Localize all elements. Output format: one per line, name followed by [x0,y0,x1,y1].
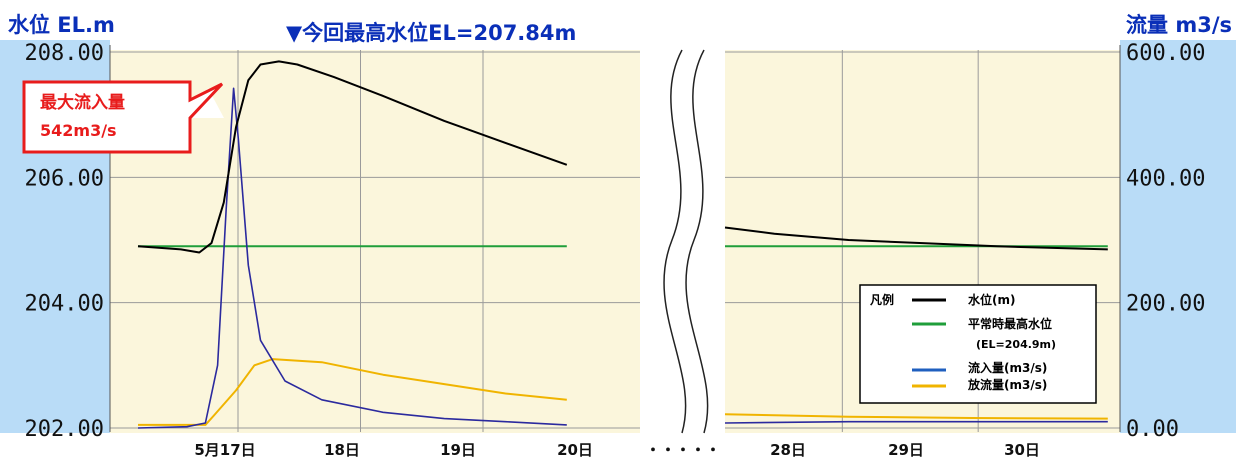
series-water-level-panel2 [724,226,1108,251]
x-tick-label: 18日 [324,441,360,459]
right-tick-label: 600.00 [1126,41,1205,66]
x-tick-label: 28日 [770,441,806,459]
legend-item-inflow: 流入量(m3/s) [968,360,1047,375]
x-tick-label: 5月17日 [194,441,255,459]
legend: 凡例 水位(m) 平常時最高水位 (EL=204.9m) 流入量(m3/s) 放… [859,284,1097,404]
x-tick-label: 30日 [1004,441,1040,459]
left-tick-label: 204.00 [25,292,104,317]
legend-item-water-level: 水位(m) [968,292,1015,307]
x-tick-label: 29日 [888,441,924,459]
axis-break-label: ・・・・・ [645,441,720,459]
series-water-level-panel1 [137,60,568,254]
left-tick-label: 206.00 [25,166,104,191]
legend-item-normal-high-sub: (EL=204.9m) [976,338,1056,351]
right-axis-title: 流量 m3/s [1126,13,1232,37]
legend-item-normal-high: 平常時最高水位 [968,316,1052,331]
peak-water-level-label: ▼今回最高水位EL=207.84m [286,21,576,45]
right-tick-label: 0.00 [1126,417,1179,442]
series-outflow-panel2 [724,413,1108,420]
left-axis-title: 水位 EL.m [8,13,115,37]
right-tick-label: 400.00 [1126,166,1205,191]
axis-break-curve-right [685,49,709,434]
legend-title: 凡例 [870,292,894,307]
series-lines [137,60,1108,429]
axis-break [663,49,709,434]
tick-labels: 208.00 206.00 204.00 202.00 600.00 400.00 200.… [25,41,1206,459]
series-inflow-panel2 [724,420,1108,424]
left-tick-label: 202.00 [25,417,104,442]
axis-break-curve-left [663,49,687,434]
x-tick-label: 20日 [557,441,593,459]
max-inflow-callout: 最大流入量 542m3/s [22,80,224,154]
right-axis-band [1120,40,1236,433]
left-tick-label: 208.00 [25,41,104,66]
callout-line1: 最大流入量 [40,92,125,113]
series-inflow-panel1 [137,87,567,429]
right-tick-label: 200.00 [1126,292,1205,317]
series-outflow-panel1 [138,358,567,426]
x-tick-label: 19日 [440,441,476,459]
callout-line2: 542m3/s [40,121,117,140]
legend-item-outflow: 放流量(m3/s) [967,377,1047,392]
